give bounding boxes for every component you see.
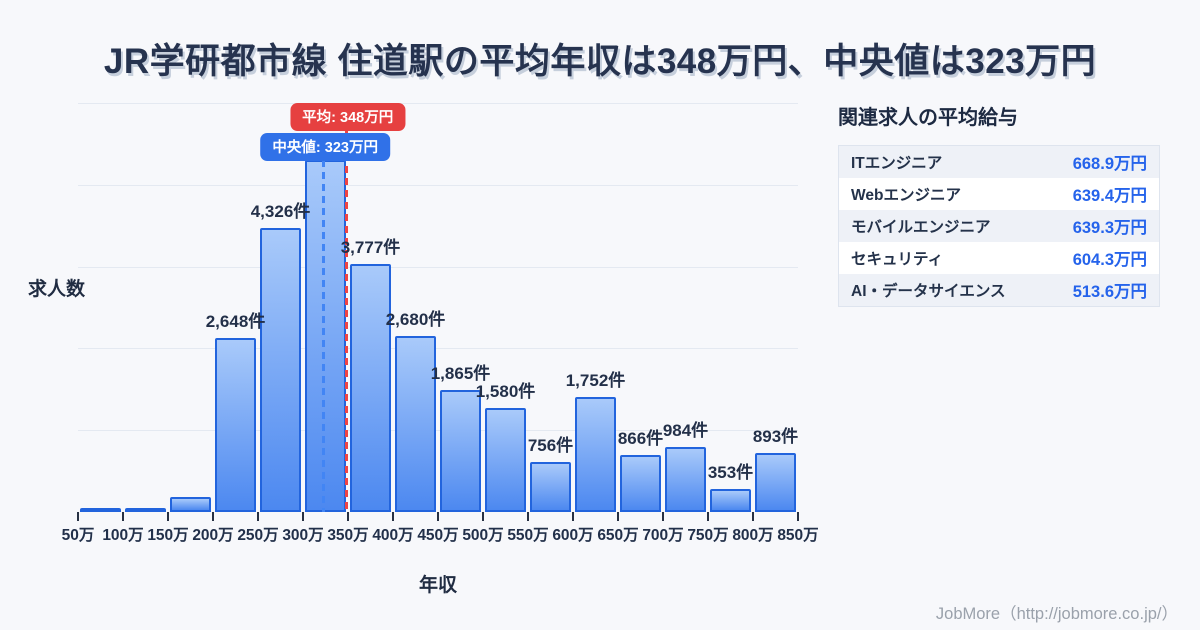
- related-job-value: 668.9万円: [1072, 155, 1147, 173]
- x-axis-tick-label: 700万: [642, 527, 684, 544]
- bar-value-label: 1,752件: [565, 371, 626, 390]
- mean-badge: 平均: 348万円: [290, 103, 406, 131]
- histogram-bar: [575, 397, 616, 512]
- mean-dashed-line: [344, 130, 348, 512]
- histogram-plot: 平均: 348万円 中央値: 323万円 2,648件 4,326件 3,777件 2…: [62, 103, 819, 544]
- x-axis-tick: [617, 512, 619, 521]
- related-jobs-heading: 関連求人の平均給与: [838, 107, 1018, 129]
- x-axis-tick-label: 250万: [237, 527, 279, 544]
- histogram-bar: [350, 264, 391, 512]
- x-axis-tick: [482, 512, 484, 521]
- related-job-row: セキュリティ 604.3万円: [839, 242, 1159, 274]
- x-axis-tick: [437, 512, 439, 521]
- related-job-label: セキュリティ: [851, 251, 944, 268]
- bar-value-label: 3,777件: [340, 238, 401, 257]
- x-axis-tick-label: 650万: [597, 527, 639, 544]
- x-axis-tick: [707, 512, 709, 521]
- x-axis-tick: [257, 512, 259, 521]
- x-axis-tick-label: 450万: [417, 527, 459, 544]
- related-job-row: ITエンジニア 668.9万円: [839, 146, 1159, 178]
- x-axis-tick-label: 50万: [61, 527, 95, 544]
- x-axis-tick: [752, 512, 754, 521]
- footer-credit: JobMore（http://jobmore.co.jp/）: [935, 605, 1178, 623]
- gridline: [78, 267, 798, 268]
- x-axis-tick-label: 400万: [372, 527, 414, 544]
- gridline: [78, 185, 798, 186]
- x-axis-tick-label: 550万: [507, 527, 549, 544]
- bar-value-label: 2,648件: [205, 312, 266, 331]
- gridline: [78, 103, 798, 104]
- histogram-bar: [80, 508, 121, 512]
- related-job-label: AI・データサイエンス: [851, 283, 1006, 300]
- bar-value-label: 1,580件: [475, 382, 536, 401]
- histogram-bar: [440, 390, 481, 512]
- x-axis-tick: [77, 512, 79, 521]
- related-jobs-list: ITエンジニア 668.9万円 Webエンジニア 639.4万円モバイルエンジニア 63…: [838, 145, 1160, 307]
- median-badge: 中央値: 323万円: [260, 133, 390, 161]
- x-axis-tick-label: 100万: [102, 527, 144, 544]
- x-axis-tick: [527, 512, 529, 521]
- related-job-label: ITエンジニア: [851, 155, 943, 172]
- histogram-bar: [260, 228, 301, 512]
- x-axis-tick-label: 200万: [192, 527, 234, 544]
- bar-value-label: 893件: [752, 427, 799, 446]
- x-axis-tick-label: 300万: [282, 527, 324, 544]
- histogram-bar: [170, 497, 211, 512]
- bar-value-label: 353件: [707, 463, 754, 482]
- x-axis-tick: [212, 512, 214, 521]
- x-axis-tick: [167, 512, 169, 521]
- histogram-bar: [665, 447, 706, 512]
- x-axis-tick: [797, 512, 799, 521]
- median-dashed-line: [322, 160, 326, 512]
- related-job-label: Webエンジニア: [851, 187, 961, 204]
- bar-value-label: 756件: [527, 436, 574, 455]
- x-axis-tick-label: 150万: [147, 527, 189, 544]
- related-job-value: 604.3万円: [1072, 251, 1147, 269]
- gridline: [78, 430, 798, 431]
- x-axis-tick: [662, 512, 664, 521]
- histogram-bar: [305, 160, 346, 512]
- x-axis-tick-label: 500万: [462, 527, 504, 544]
- related-job-label: モバイルエンジニア: [851, 219, 991, 236]
- bar-value-label: 866件: [617, 429, 664, 448]
- related-job-value: 513.6万円: [1072, 283, 1147, 301]
- histogram-bar: [710, 489, 751, 512]
- related-job-value: 639.3万円: [1072, 219, 1147, 237]
- x-axis-tick-label: 850万: [777, 527, 819, 544]
- page-title: JR学研都市線 住道駅の平均年収は348万円、中央値は323万円: [103, 42, 1097, 81]
- histogram-bar: [755, 453, 796, 512]
- x-axis-tick-label: 750万: [687, 527, 729, 544]
- x-axis-tick: [572, 512, 574, 521]
- histogram-bar: [620, 455, 661, 512]
- x-axis-tick: [347, 512, 349, 521]
- x-axis-tick: [302, 512, 304, 521]
- related-job-row: モバイルエンジニア 639.3万円: [839, 210, 1159, 242]
- x-axis-tick: [392, 512, 394, 521]
- histogram-bar: [125, 508, 166, 512]
- related-job-row: AI・データサイエンス 513.6万円: [839, 274, 1159, 306]
- related-job-value: 639.4万円: [1072, 187, 1147, 205]
- bar-value-label: 2,680件: [385, 310, 446, 329]
- histogram-bar: [530, 462, 571, 512]
- related-job-row: Webエンジニア 639.4万円: [839, 178, 1159, 210]
- x-axis-tick-label: 350万: [327, 527, 369, 544]
- y-axis-label: 求人数: [28, 279, 86, 300]
- x-axis-tick-label: 800万: [732, 527, 774, 544]
- x-axis-tick-label: 600万: [552, 527, 594, 544]
- bar-value-label: 4,326件: [250, 202, 311, 221]
- bar-value-label: 1,865件: [430, 364, 491, 383]
- gridline: [78, 348, 798, 349]
- x-axis-label: 年収: [418, 575, 457, 596]
- bar-value-label: 984件: [662, 421, 709, 440]
- x-axis-tick: [122, 512, 124, 521]
- histogram-bar: [215, 338, 256, 512]
- histogram-bar: [395, 336, 436, 512]
- histogram-bar: [485, 408, 526, 512]
